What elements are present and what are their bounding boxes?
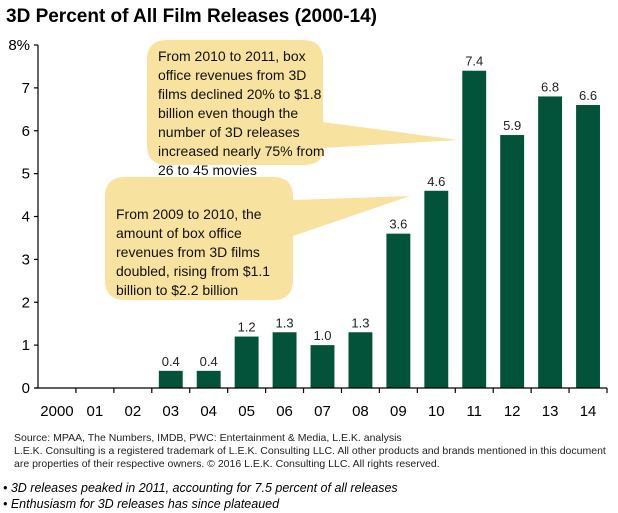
y-tick-label-3: 3 bbox=[22, 251, 30, 268]
x-tick-label-04: 04 bbox=[200, 403, 217, 420]
bar-12 bbox=[500, 135, 525, 388]
footnote: Source: MPAA, The Numbers, IMDB, PWC: En… bbox=[14, 432, 614, 471]
x-tick-label-08: 08 bbox=[352, 403, 369, 420]
source-note: Source: MPAA, The Numbers, IMDB, PWC: En… bbox=[14, 432, 402, 444]
bar-13 bbox=[538, 96, 563, 388]
bar-03 bbox=[158, 370, 183, 388]
y-tick-label-4: 4 bbox=[22, 209, 30, 226]
x-tick-label-11: 11 bbox=[466, 403, 482, 420]
bar-06 bbox=[272, 332, 297, 388]
value-label-13: 6.8 bbox=[541, 79, 559, 94]
bar-11 bbox=[462, 70, 487, 388]
value-label-10: 4.6 bbox=[427, 174, 445, 189]
bar-04 bbox=[196, 370, 221, 388]
x-tick-label-03: 03 bbox=[162, 403, 179, 420]
y-tick-label-8: 8% bbox=[8, 37, 30, 54]
bar-10 bbox=[424, 190, 449, 388]
value-label-05: 1.2 bbox=[238, 320, 256, 335]
key-takeaways: • 3D releases peaked in 2011, accounting… bbox=[3, 480, 398, 512]
x-tick-label-05: 05 bbox=[238, 403, 255, 420]
value-label-03: 0.4 bbox=[162, 354, 180, 369]
bar-08 bbox=[348, 332, 373, 388]
bar-14 bbox=[576, 105, 600, 389]
value-label-08: 1.3 bbox=[351, 315, 369, 330]
chart-title: 3D Percent of All Film Releases (2000-14… bbox=[6, 6, 378, 27]
x-tick-label-02: 02 bbox=[124, 403, 141, 420]
value-label-12: 5.9 bbox=[503, 118, 521, 133]
x-tick-label-01: 01 bbox=[87, 403, 104, 420]
callout-2010-2011-text: From 2010 to 2011, box office revenues f… bbox=[158, 48, 325, 178]
callout-2010-2011-bubble bbox=[147, 40, 458, 165]
bar-chart: 0.4 0.41.2 1.31.01.33.64.67.45.96.86.6 012… bbox=[8, 37, 608, 420]
callout-2009-2010-text: From 2009 to 2010, the amount of box off… bbox=[116, 206, 271, 298]
x-tick-label-10: 10 bbox=[428, 403, 445, 420]
y-tick-label-1: 1 bbox=[22, 337, 30, 354]
value-label-11: 7.4 bbox=[465, 54, 483, 69]
x-tick-label-12: 12 bbox=[504, 403, 521, 420]
x-tick-label-14: 14 bbox=[580, 403, 597, 420]
bullet-item: • 3D releases peaked in 2011, accounting… bbox=[3, 481, 398, 495]
y-tick-label-2: 2 bbox=[22, 294, 30, 311]
x-tick-label-06: 06 bbox=[276, 403, 293, 420]
callout-2009-2010-bubble bbox=[105, 177, 410, 300]
value-label-04: 0.4 bbox=[200, 354, 218, 369]
y-tick-label-5: 5 bbox=[22, 166, 30, 183]
value-label-07: 1.0 bbox=[313, 328, 331, 343]
x-tick-label-2000: 2000 bbox=[40, 403, 73, 420]
bullet-item: • Enthusiasm for 3D releases has since p… bbox=[3, 497, 280, 511]
x-tick-label-13: 13 bbox=[542, 403, 559, 420]
y-tick-label-6: 6 bbox=[22, 123, 30, 140]
bar-09 bbox=[386, 233, 411, 388]
y-tick-label-7: 7 bbox=[22, 80, 30, 97]
x-tick-label-09: 09 bbox=[390, 403, 407, 420]
legal-note: L.E.K. Consulting is a registered tradem… bbox=[14, 445, 606, 470]
bar-07 bbox=[310, 345, 335, 388]
y-tick-label-0: 0 bbox=[22, 380, 30, 397]
x-tick-label-07: 07 bbox=[314, 403, 331, 420]
value-label-09: 3.6 bbox=[389, 217, 407, 232]
value-label-14: 6.6 bbox=[579, 88, 597, 103]
value-label-06: 1.3 bbox=[276, 315, 294, 330]
bar-05 bbox=[234, 336, 259, 388]
